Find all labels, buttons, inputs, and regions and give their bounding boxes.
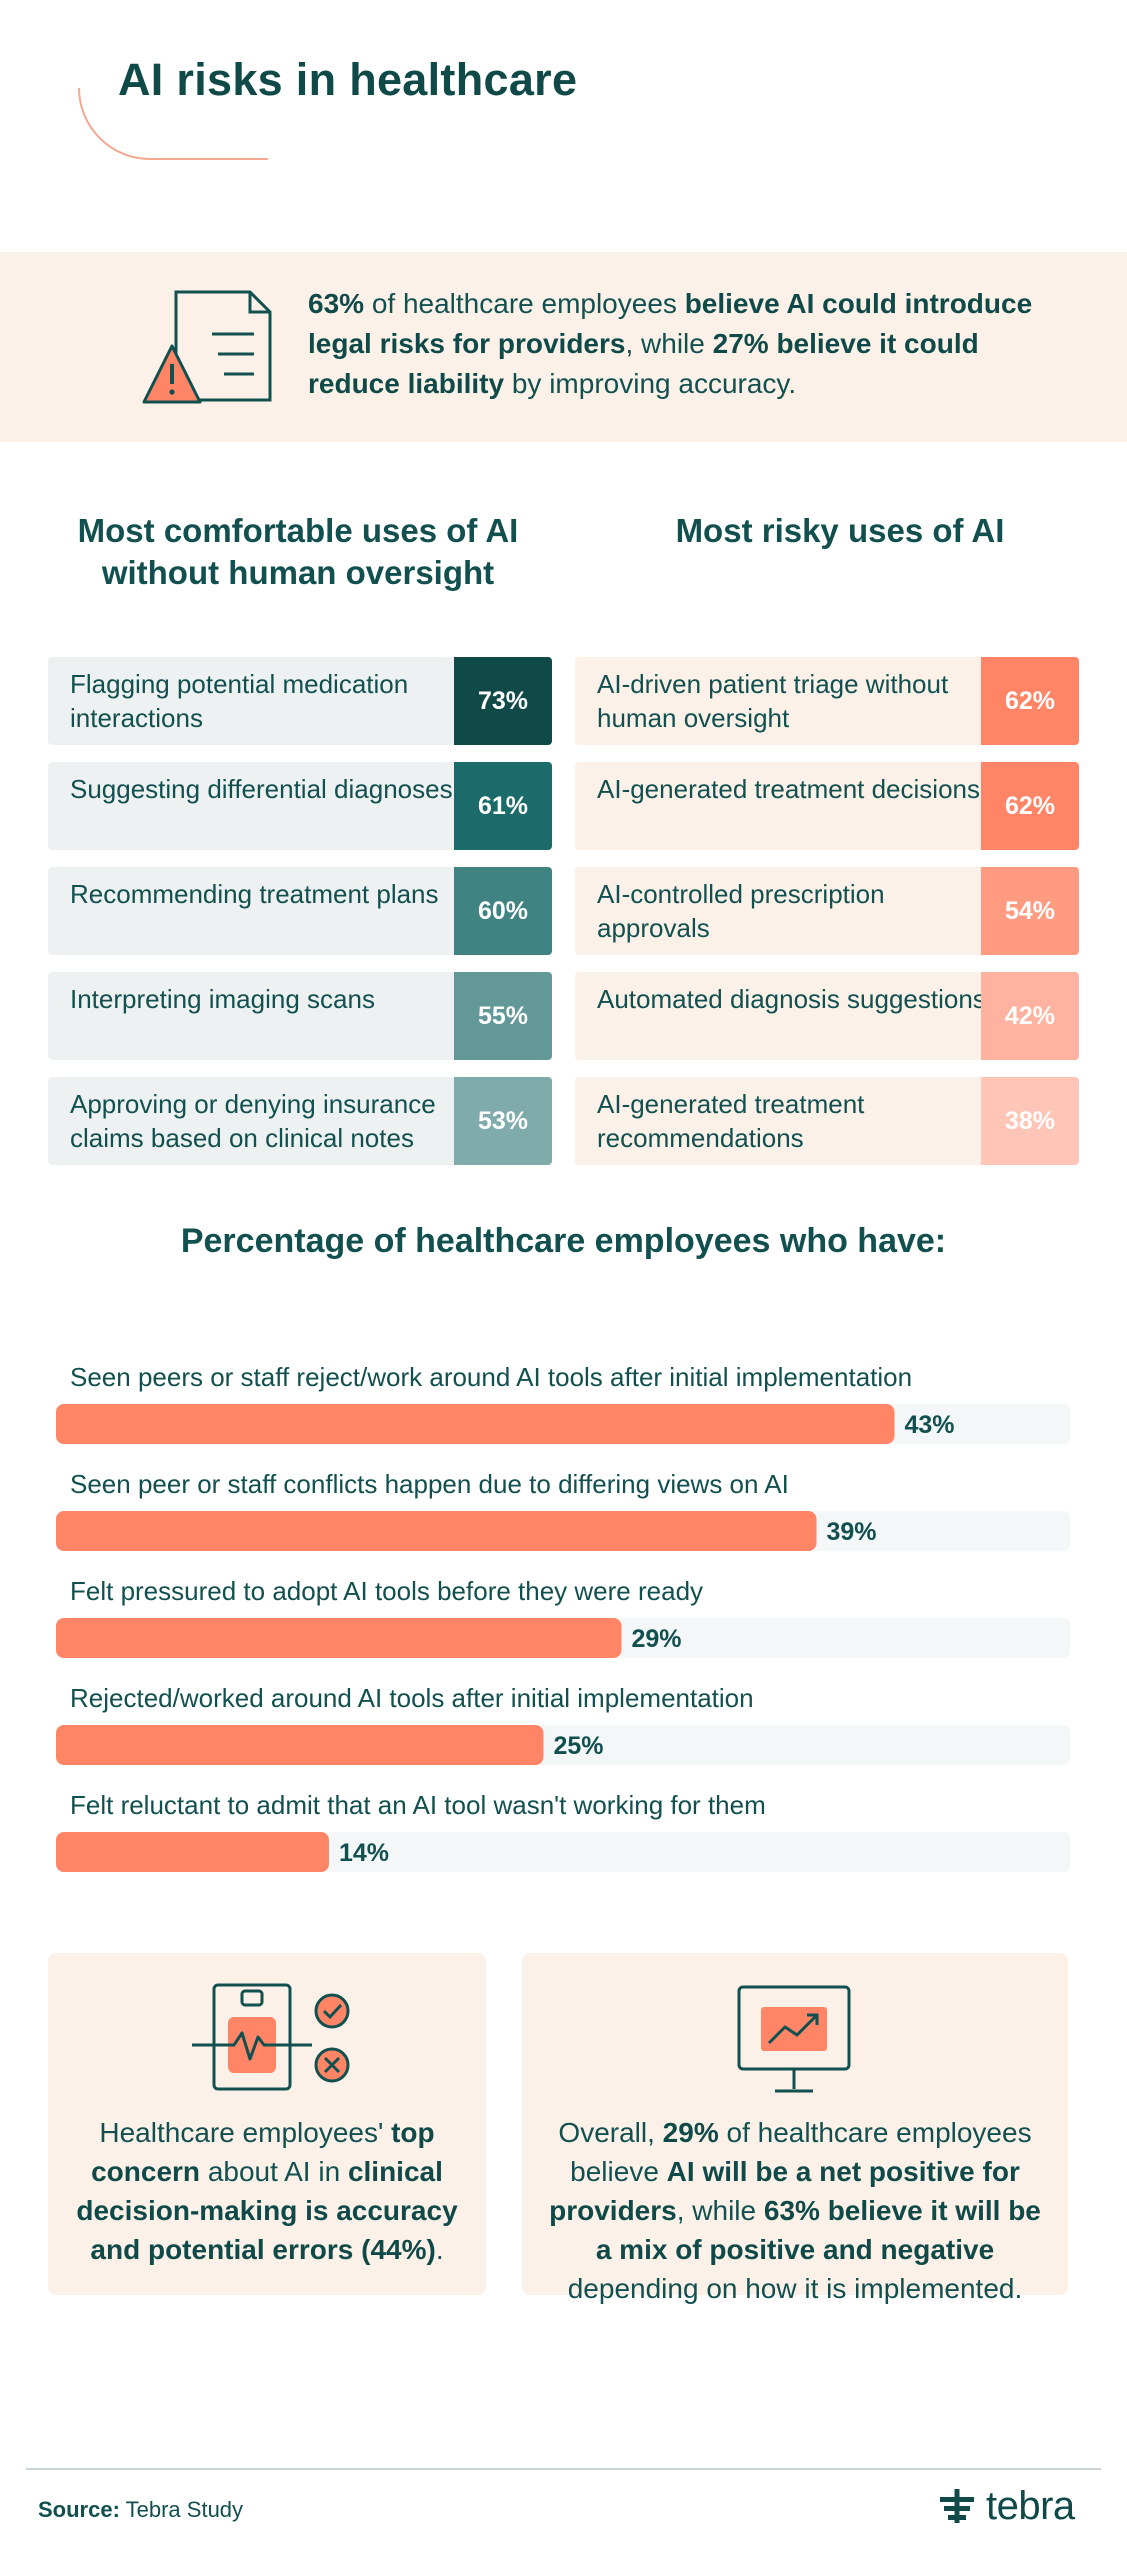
bar bbox=[56, 1618, 622, 1658]
bar bbox=[56, 1832, 329, 1872]
comfortable-uses-list: Flagging potential medication interactio… bbox=[48, 657, 552, 1182]
comfortable-use-label: Approving or denying insurance claims ba… bbox=[70, 1089, 436, 1153]
bar-category-label: Seen peers or staff reject/work around A… bbox=[70, 1362, 912, 1392]
risky-use-label: AI-driven patient triage without human o… bbox=[597, 669, 949, 733]
top-concern-part-2: about AI in bbox=[200, 2156, 348, 2187]
comfortable-uses-heading: Most comfortable uses of AI without huma… bbox=[77, 512, 519, 591]
top-concern-part-1: top concern bbox=[91, 2117, 435, 2187]
banner-part-4: 27% believe it could reduce liability bbox=[308, 328, 979, 399]
comfortable-use-row: Flagging potential medication interactio… bbox=[48, 657, 552, 745]
banner-statement: 63% of healthcare employees believe AI c… bbox=[308, 284, 1068, 404]
comfortable-use-row: Suggesting differential diagnoses 61% bbox=[48, 762, 552, 850]
comfortable-use-label: Flagging potential medication interactio… bbox=[70, 669, 409, 733]
patient-check-icon bbox=[192, 1983, 350, 2091]
bar-value-label: 14% bbox=[339, 1839, 389, 1867]
footer-divider bbox=[26, 2468, 1101, 2470]
net-positive-part-3: AI will be a net positive for providers bbox=[549, 2156, 1020, 2226]
tebra-logo: tebra bbox=[938, 2482, 1075, 2530]
net-positive-part-2: of healthcare employees believe bbox=[570, 2117, 1032, 2187]
risky-use-value: 42% bbox=[981, 972, 1079, 1060]
comfortable-use-value: 60% bbox=[454, 867, 552, 955]
risky-uses-heading: Most risky uses of AI bbox=[675, 512, 1005, 549]
bar-value-label: 29% bbox=[632, 1625, 682, 1653]
source-value: Tebra Study bbox=[119, 2497, 244, 2522]
monitor-trend-icon bbox=[737, 1985, 851, 2093]
net-positive-card: Overall, 29% of healthcare employees bel… bbox=[522, 1953, 1068, 2304]
bar-chart-title: Percentage of healthcare employees who h… bbox=[180, 1222, 947, 1260]
bar-category-label: Felt pressured to adopt AI tools before … bbox=[70, 1576, 703, 1606]
net-positive-part-1: 29% bbox=[662, 2117, 719, 2148]
top-concern-text: Healthcare employees' top concern about … bbox=[72, 2113, 462, 2269]
top-concern-part-4: . bbox=[435, 2234, 444, 2265]
comfortable-use-row: Recommending treatment plans 60% bbox=[48, 867, 552, 955]
comfortable-use-row: Approving or denying insurance claims ba… bbox=[48, 1077, 552, 1165]
risky-use-value: 62% bbox=[981, 657, 1079, 745]
net-positive-part-4: , while bbox=[676, 2195, 764, 2226]
bar bbox=[56, 1511, 817, 1551]
brand-name: tebra bbox=[986, 2483, 1075, 2528]
risky-use-row: AI-driven patient triage without human o… bbox=[575, 657, 1079, 745]
banner-part-1: of healthcare employees bbox=[364, 288, 685, 319]
bar-value-label: 39% bbox=[827, 1518, 877, 1546]
banner-part-5: by improving accuracy. bbox=[504, 368, 797, 399]
employee-experience-bar-chart: Seen peers or staff reject/work around A… bbox=[56, 1362, 1070, 1872]
comfortable-use-label: Interpreting imaging scans bbox=[70, 984, 375, 1014]
bar-category-label: Felt reluctant to admit that an AI tool … bbox=[70, 1790, 766, 1820]
risky-uses-list: AI-driven patient triage without human o… bbox=[575, 657, 1079, 1182]
top-concern-part-0: Healthcare employees' bbox=[99, 2117, 392, 2148]
key-stat-banner bbox=[0, 252, 1127, 442]
banner-part-3: , while bbox=[625, 328, 713, 359]
source-label: Source: bbox=[38, 2497, 120, 2522]
risky-use-value: 38% bbox=[981, 1077, 1079, 1165]
risky-use-row: AI-controlled prescription approvals 54% bbox=[575, 867, 1079, 955]
comfortable-use-label: Recommending treatment plans bbox=[70, 879, 439, 909]
net-positive-part-6: depending on how it is implemented. bbox=[567, 2273, 1023, 2304]
risky-use-row: AI-generated treatment decisions 62% bbox=[575, 762, 1079, 850]
warning-document-icon bbox=[142, 290, 272, 404]
risky-use-label: AI-controlled prescription approvals bbox=[597, 879, 885, 943]
bar-value-label: 25% bbox=[554, 1732, 604, 1760]
bar bbox=[56, 1404, 895, 1444]
net-positive-text: Overall, 29% of healthcare employees bel… bbox=[546, 2113, 1044, 2308]
net-positive-part-0: Overall, bbox=[558, 2117, 663, 2148]
comfortable-use-value: 55% bbox=[454, 972, 552, 1060]
bar bbox=[56, 1725, 544, 1765]
comfortable-use-value: 73% bbox=[454, 657, 552, 745]
comfortable-use-value: 53% bbox=[454, 1077, 552, 1165]
risky-use-row: AI-generated treatment recommendations 38… bbox=[575, 1077, 1079, 1165]
banner-part-0: 63% bbox=[308, 288, 365, 319]
bar-category-label: Rejected/worked around AI tools after in… bbox=[70, 1683, 754, 1713]
risky-use-label: AI-generated treatment recommendations bbox=[597, 1089, 865, 1153]
top-concern-card: Healthcare employees' top concern about … bbox=[48, 1953, 486, 2295]
banner-part-2: believe AI could introduce legal risks f… bbox=[308, 288, 1033, 359]
comfortable-use-label: Suggesting differential diagnoses bbox=[70, 774, 453, 804]
comfortable-use-value: 61% bbox=[454, 762, 552, 850]
net-positive-part-5: 63% believe it will be a mix of positive… bbox=[595, 2195, 1041, 2265]
risky-use-label: Automated diagnosis suggestions bbox=[597, 984, 986, 1014]
top-concern-part-3: clinical decision-making is accuracy and… bbox=[76, 2156, 458, 2265]
comfortable-use-row: Interpreting imaging scans 55% bbox=[48, 972, 552, 1060]
tebra-logo-icon bbox=[940, 2489, 974, 2523]
bar-value-label: 43% bbox=[905, 1411, 955, 1439]
bar-category-label: Seen peer or staff conflicts happen due … bbox=[70, 1469, 789, 1499]
source-credit: Source: Tebra Study bbox=[38, 2497, 243, 2523]
page-title: AI risks in healthcare bbox=[118, 54, 578, 105]
risky-use-value: 62% bbox=[981, 762, 1079, 850]
risky-use-row: Automated diagnosis suggestions 42% bbox=[575, 972, 1079, 1060]
risky-use-label: AI-generated treatment decisions bbox=[597, 774, 980, 804]
risky-use-value: 54% bbox=[981, 867, 1079, 955]
